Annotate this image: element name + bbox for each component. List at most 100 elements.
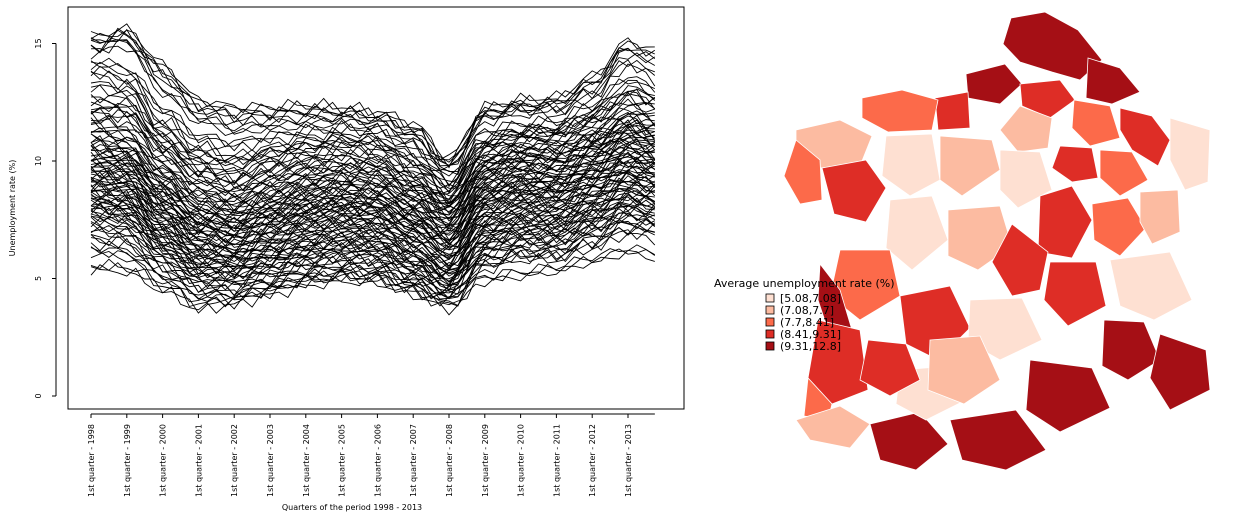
series-line-26 (90, 105, 656, 197)
x-tick-label: 1st quarter - 2001 (194, 424, 203, 497)
series-line-71 (90, 169, 655, 261)
department-region-7 (1119, 107, 1171, 167)
legend-label-1: (7.08,7.7] (780, 304, 834, 317)
series-line-16 (90, 81, 656, 194)
series-line-4 (90, 27, 656, 161)
x-tick-label: 1st quarter - 2006 (373, 424, 382, 497)
legend-label-2: (7.7,8.41] (780, 316, 834, 329)
map-legend: Average unemployment rate (%) [5.08,7.08… (714, 277, 895, 353)
department-region-29 (1101, 319, 1161, 381)
x-tick-label: 1st quarter - 2011 (552, 424, 561, 497)
series-line-69 (90, 175, 656, 257)
department-region-18 (1091, 197, 1147, 257)
series-line-76 (90, 181, 656, 270)
legend-swatch-0 (765, 293, 775, 303)
series-line-11 (90, 61, 655, 188)
series-line-86 (90, 194, 656, 278)
series-lines (90, 23, 656, 316)
series-line-81 (90, 188, 656, 275)
department-region-36 (1025, 359, 1111, 433)
x-tick-label: 1st quarter - 2005 (338, 424, 347, 497)
series-line-41 (90, 126, 655, 220)
y-tick-label: 5 (34, 276, 43, 281)
department-region-11 (1099, 149, 1149, 197)
series-line-36 (90, 123, 655, 213)
france-choropleth-map: Average unemployment rate (%) [5.08,7.08… (714, 11, 1211, 471)
department-region-22 (991, 223, 1049, 297)
series-line-91 (90, 203, 655, 282)
y-axis-title: Unemployment rate (%) (8, 160, 17, 257)
x-tick-label: 1st quarter - 1999 (123, 424, 132, 497)
x-axis: 1st quarter - 1998 1st quarter - 1999 1st … (87, 413, 655, 497)
series-line-61 (90, 157, 655, 245)
x-tick-label: 1st quarter - 2013 (624, 424, 633, 497)
series-line-93 (90, 213, 656, 300)
department-region-20 (885, 195, 949, 271)
x-tick-label: 1st quarter - 2007 (409, 424, 418, 497)
series-line-56 (91, 151, 656, 233)
series-line-10 (90, 57, 656, 176)
department-region-19 (1139, 189, 1181, 245)
department-region-13 (821, 159, 887, 223)
series-line-22 (90, 106, 656, 205)
series-line-7 (90, 39, 655, 167)
series-line-59 (90, 160, 656, 248)
department-region-15 (939, 135, 1001, 197)
department-region-38 (859, 339, 921, 397)
department-region-16 (999, 149, 1053, 209)
series-line-66 (90, 165, 655, 251)
series-line-8 (90, 45, 656, 173)
series-line-77 (90, 192, 655, 280)
series-line-100 (90, 226, 655, 300)
series-line-1 (90, 23, 655, 161)
x-tick-label: 1st quarter - 1998 (87, 424, 96, 497)
y-tick-label: 15 (34, 38, 43, 48)
series-line-104 (90, 249, 655, 316)
department-region-9 (999, 105, 1053, 153)
series-line-87 (90, 205, 655, 286)
department-region-17 (1037, 185, 1093, 259)
series-line-103 (90, 244, 656, 308)
y-tick-label: 0 (34, 393, 43, 398)
legend-label-3: (8.41,9.31] (780, 328, 841, 341)
department-region-10 (1051, 145, 1099, 183)
series-line-57 (90, 160, 655, 249)
series-line-35 (90, 132, 656, 222)
x-tick-label: 1st quarter - 2003 (266, 424, 275, 497)
legend-swatch-4 (765, 341, 775, 351)
department-region-35 (949, 409, 1047, 471)
series-line-46 (90, 137, 656, 227)
legend-title: Average unemployment rate (%) (714, 277, 895, 290)
x-tick-label: 1st quarter - 2000 (159, 424, 168, 497)
legend-swatch-2 (765, 317, 775, 327)
series-line-31 (90, 114, 655, 209)
department-region-14 (881, 133, 941, 197)
series-line-51 (90, 146, 655, 233)
legend-swatch-1 (765, 305, 775, 315)
series-line-97 (90, 218, 656, 297)
series-line-24 (90, 107, 655, 202)
department-region-6 (1071, 99, 1121, 147)
legend-label-4: (9.31,12.8] (780, 340, 841, 353)
x-tick-label: 1st quarter - 2004 (302, 424, 311, 497)
series-line-20 (90, 101, 655, 200)
legend-swatch-3 (765, 329, 775, 339)
department-region-33 (795, 405, 871, 449)
department-region-39 (927, 335, 1001, 405)
x-axis-title: Quarters of the period 1998 - 2013 (282, 503, 422, 512)
series-line-54 (90, 151, 655, 242)
series-line-67 (90, 175, 655, 267)
series-line-64 (90, 170, 655, 255)
y-tick-label: 10 (34, 156, 43, 166)
x-tick-label: 1st quarter - 2009 (481, 424, 490, 497)
series-line-17 (90, 84, 655, 195)
department-region-30 (1149, 333, 1211, 411)
series-line-19 (90, 96, 655, 196)
department-region-31 (807, 319, 869, 405)
series-line-14 (90, 71, 656, 192)
series-line-92 (90, 214, 656, 295)
x-tick-label: 1st quarter - 2008 (445, 424, 454, 497)
department-region-3 (934, 91, 971, 131)
department-region-5 (1019, 79, 1076, 119)
